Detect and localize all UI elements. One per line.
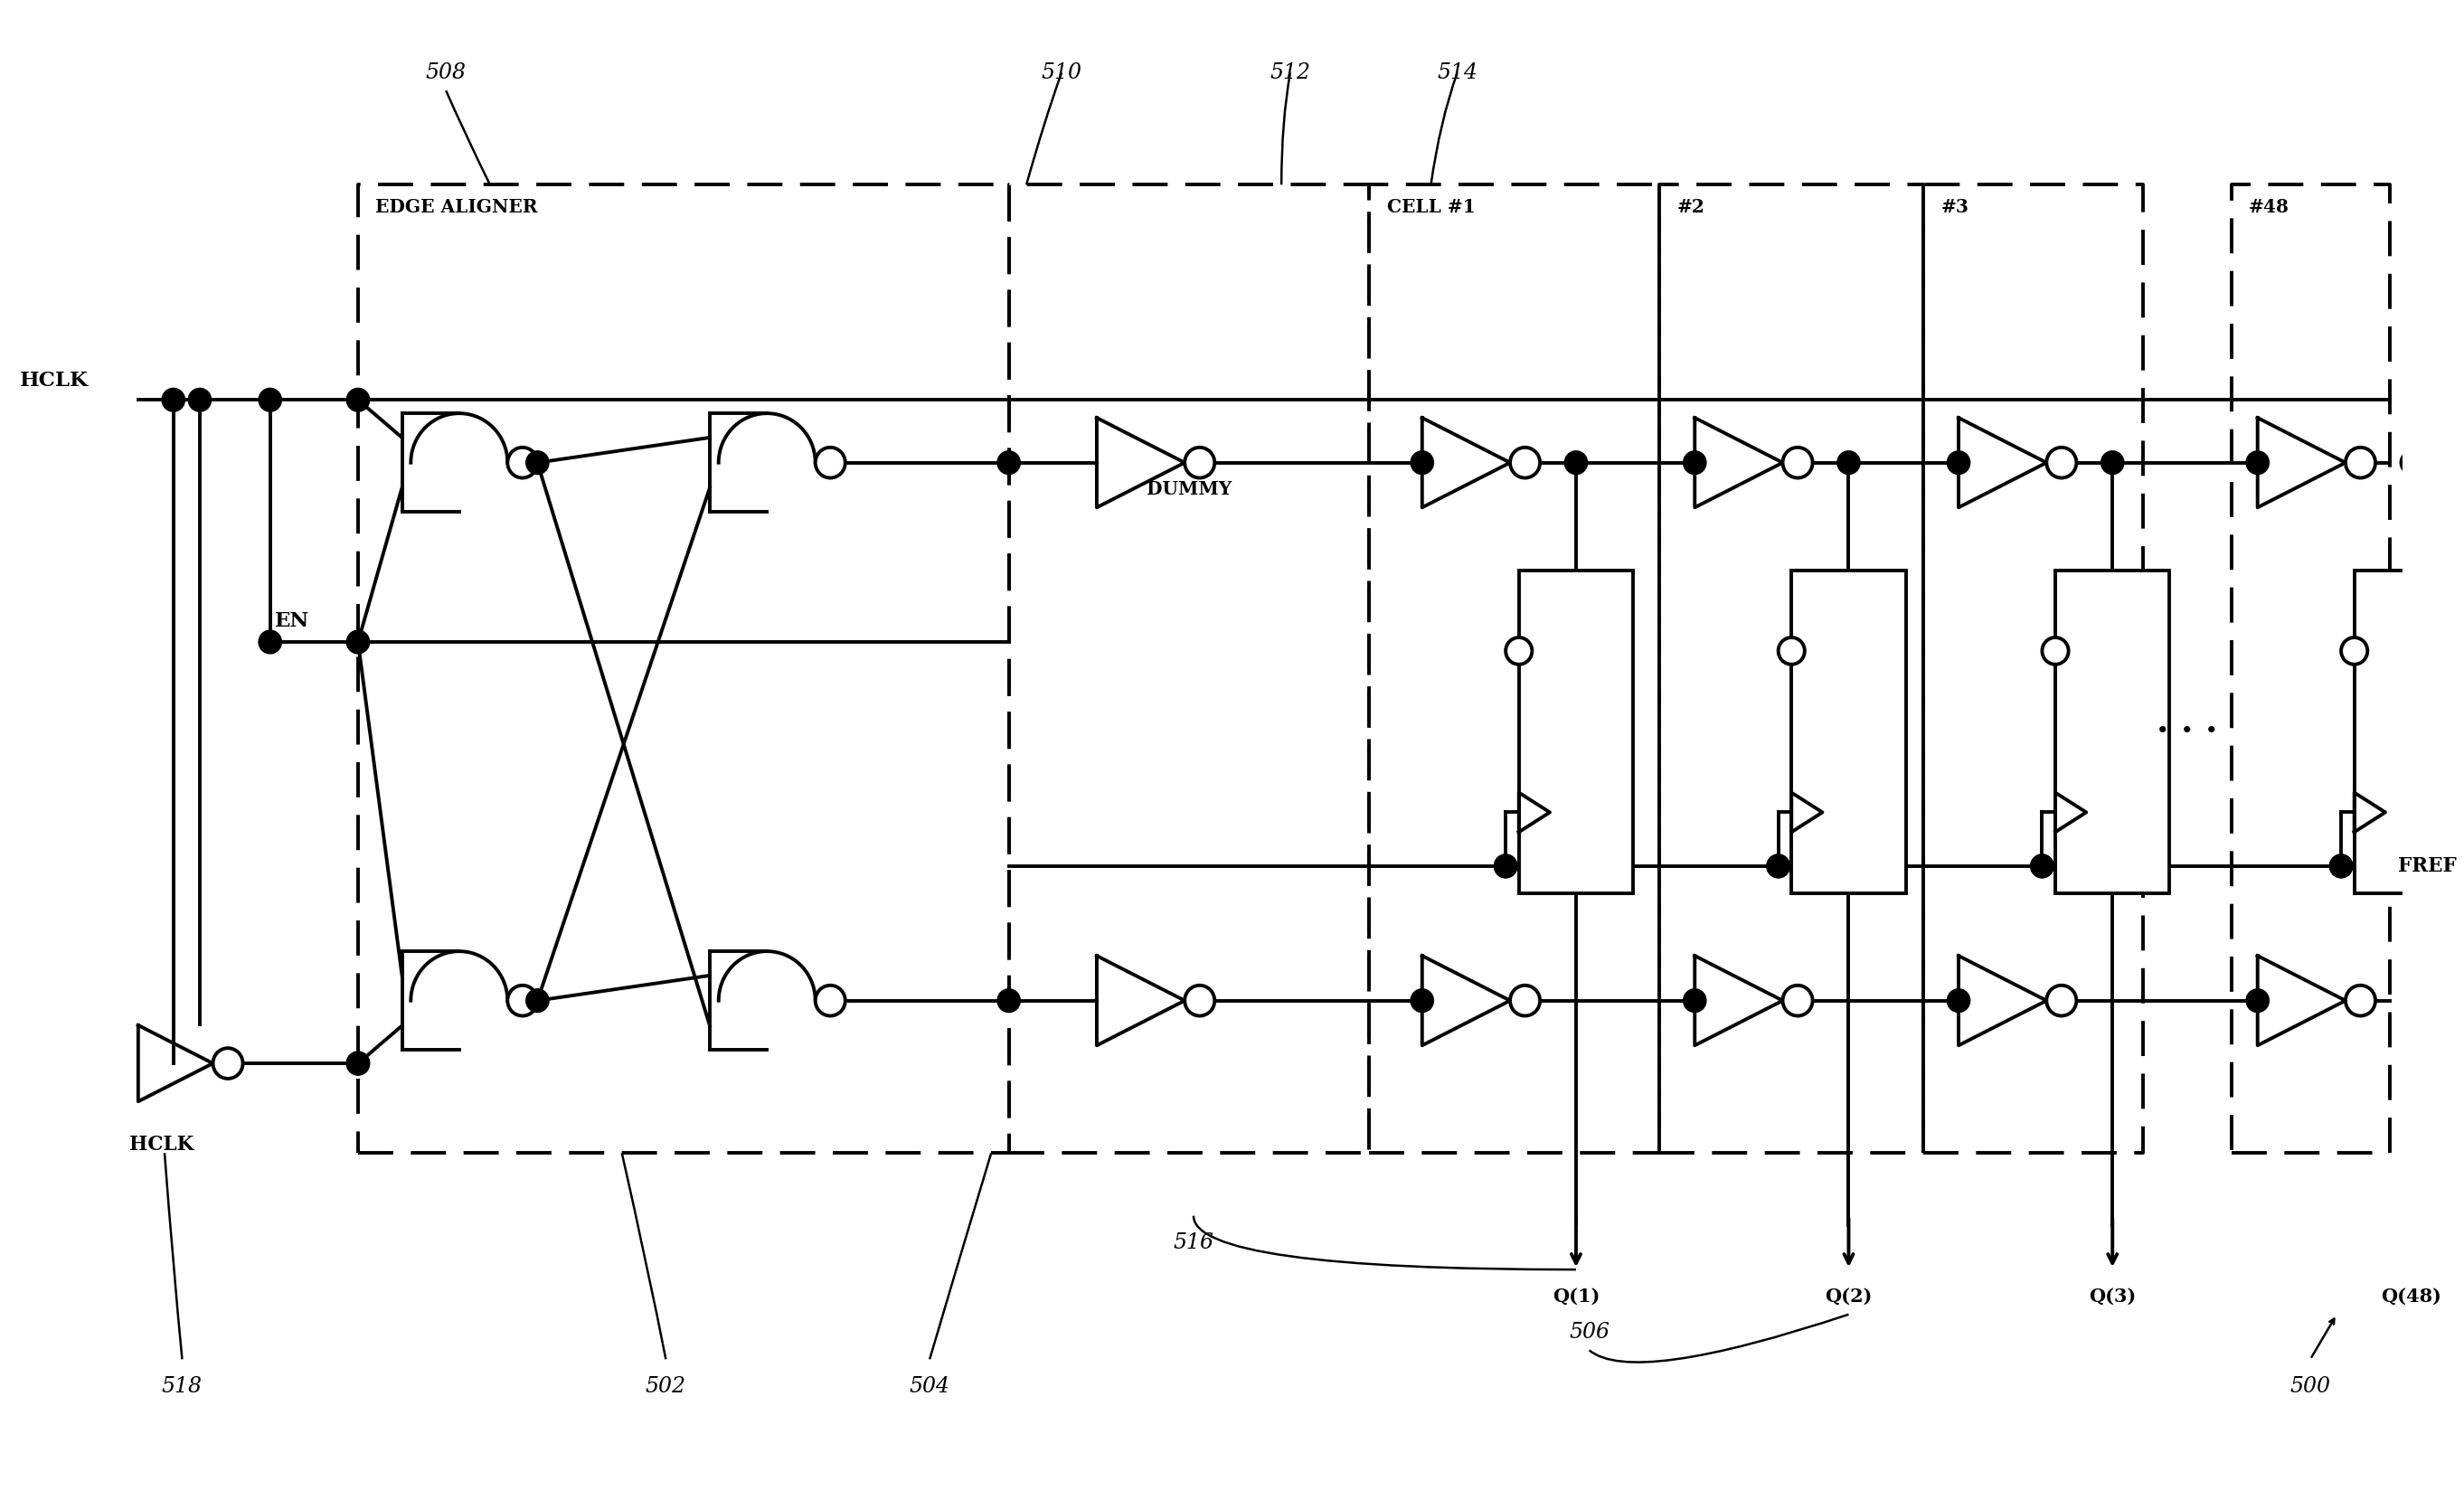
Circle shape [1781, 447, 1814, 478]
Text: EN: EN [274, 612, 308, 632]
Circle shape [1185, 447, 1215, 478]
Circle shape [1838, 452, 1860, 474]
Circle shape [1781, 986, 1814, 1016]
Circle shape [1565, 452, 1587, 474]
Text: Q(1): Q(1) [1552, 1287, 1599, 1305]
Circle shape [2247, 452, 2269, 474]
Circle shape [187, 389, 212, 411]
Circle shape [1779, 638, 1804, 664]
Text: 508: 508 [426, 62, 466, 82]
Bar [1518, 570, 1634, 892]
Text: #3: #3 [1942, 198, 1969, 216]
Circle shape [1412, 452, 1434, 474]
Text: 518: 518 [163, 1376, 202, 1397]
Circle shape [1767, 855, 1789, 877]
Circle shape [1683, 988, 1705, 1013]
Text: Q(2): Q(2) [1826, 1287, 1873, 1305]
Circle shape [1683, 452, 1705, 474]
Circle shape [2328, 855, 2353, 877]
Text: FREF: FREF [2397, 856, 2457, 876]
Circle shape [2102, 452, 2124, 474]
Circle shape [2048, 986, 2077, 1016]
Text: EDGE ALIGNER: EDGE ALIGNER [375, 198, 537, 216]
Circle shape [259, 630, 281, 654]
Circle shape [998, 452, 1020, 474]
Circle shape [2043, 638, 2067, 664]
Text: DUMMY: DUMMY [1146, 480, 1232, 498]
Text: · · ·: · · · [2156, 714, 2218, 748]
Bar [2055, 570, 2171, 892]
Circle shape [1947, 988, 1971, 1013]
Text: 506: 506 [1570, 1322, 1609, 1342]
Text: Q(3): Q(3) [2089, 1287, 2136, 1305]
Circle shape [2346, 986, 2375, 1016]
Text: HCLK: HCLK [131, 1136, 195, 1155]
Circle shape [259, 389, 281, 411]
Text: 514: 514 [1437, 62, 1478, 82]
Circle shape [508, 447, 537, 478]
Circle shape [1412, 988, 1434, 1013]
Circle shape [1493, 855, 1518, 877]
Circle shape [998, 988, 1020, 1013]
Text: 504: 504 [909, 1376, 951, 1397]
Circle shape [2030, 855, 2053, 877]
Text: #2: #2 [1678, 198, 1705, 216]
Bar [1791, 570, 1905, 892]
Circle shape [2400, 452, 2422, 474]
Text: 512: 512 [1269, 62, 1311, 82]
Circle shape [1947, 452, 1971, 474]
Text: #48: #48 [2250, 198, 2289, 216]
Circle shape [2328, 855, 2353, 877]
Circle shape [2030, 855, 2053, 877]
Circle shape [1506, 638, 1533, 664]
Text: 516: 516 [1173, 1233, 1215, 1252]
Circle shape [1767, 855, 1789, 877]
Circle shape [1510, 447, 1540, 478]
Circle shape [2346, 447, 2375, 478]
Circle shape [347, 1051, 370, 1076]
Circle shape [2048, 447, 2077, 478]
Circle shape [816, 447, 845, 478]
Circle shape [347, 389, 370, 411]
Circle shape [1510, 986, 1540, 1016]
Circle shape [2247, 988, 2269, 1013]
Circle shape [525, 452, 549, 474]
Circle shape [163, 389, 185, 411]
Circle shape [1185, 986, 1215, 1016]
Circle shape [525, 988, 549, 1013]
Bar [2353, 570, 2464, 892]
Circle shape [347, 630, 370, 654]
Circle shape [816, 986, 845, 1016]
Text: Q(48): Q(48) [2380, 1287, 2442, 1305]
Text: CELL #1: CELL #1 [1387, 198, 1476, 216]
Text: HCLK: HCLK [20, 370, 89, 392]
Text: 502: 502 [646, 1376, 685, 1397]
Circle shape [1493, 855, 1518, 877]
Circle shape [508, 986, 537, 1016]
Text: 510: 510 [1042, 62, 1082, 82]
Text: 500: 500 [2289, 1376, 2331, 1397]
Circle shape [347, 1051, 370, 1076]
Circle shape [212, 1048, 244, 1078]
Circle shape [2341, 638, 2368, 664]
